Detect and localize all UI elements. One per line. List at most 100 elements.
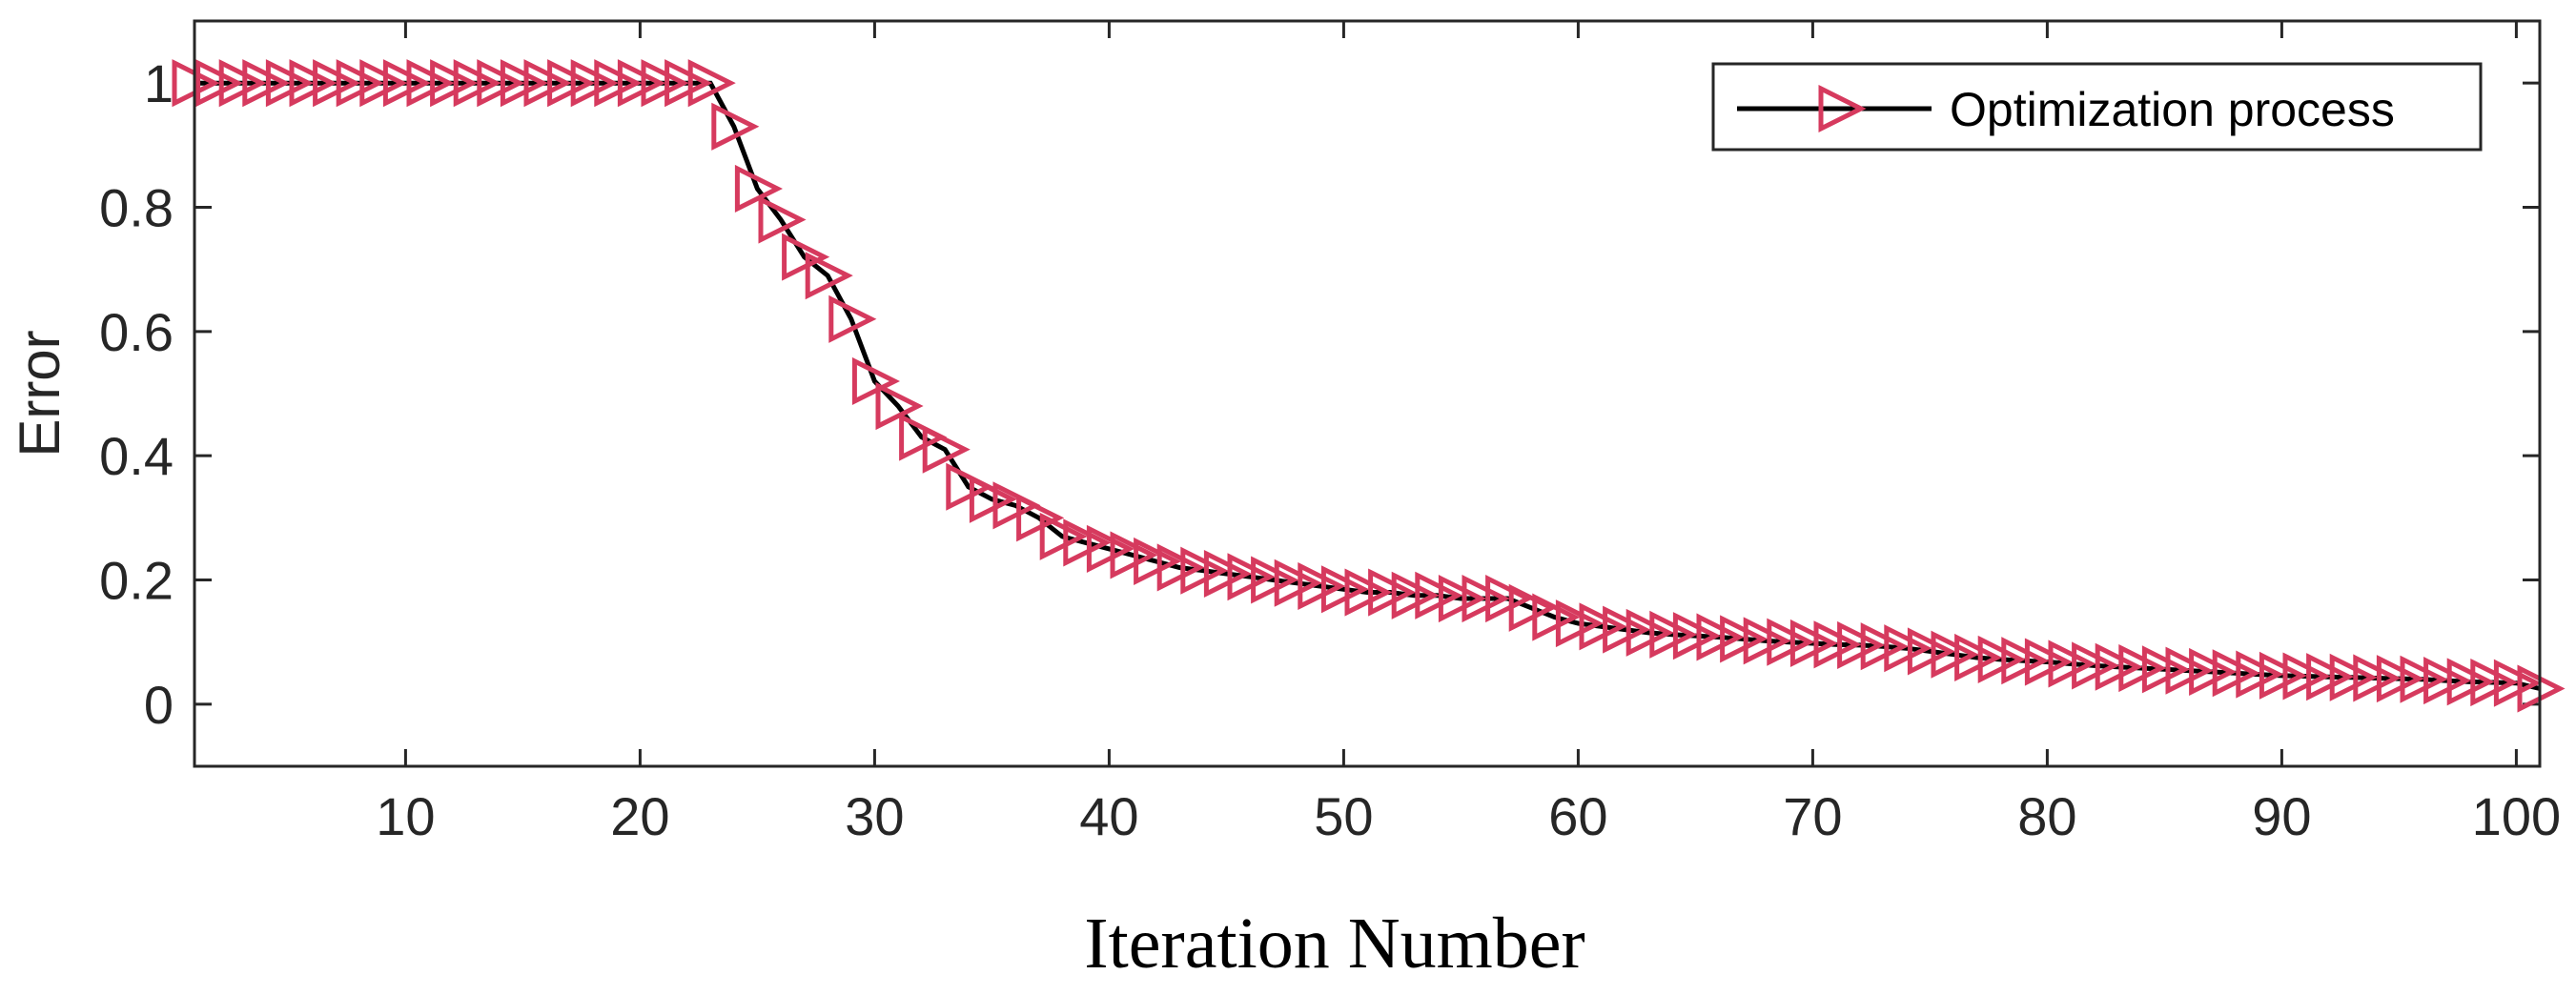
series-point bbox=[782, 233, 830, 281]
series-point bbox=[1086, 524, 1135, 573]
series-point bbox=[1438, 575, 1486, 623]
series-point bbox=[1977, 635, 2026, 683]
series-point bbox=[734, 164, 783, 213]
series-point bbox=[711, 102, 760, 151]
y-tick-label: 0.6 bbox=[99, 302, 174, 362]
series-point bbox=[453, 59, 501, 108]
series-point bbox=[1649, 610, 1698, 659]
series-point bbox=[2423, 657, 2472, 705]
series-point bbox=[594, 59, 643, 108]
series-point bbox=[2470, 658, 2519, 707]
plot-frame bbox=[193, 19, 2542, 768]
series-point bbox=[687, 59, 736, 108]
series-point bbox=[1954, 633, 2003, 682]
series-point bbox=[1860, 622, 1909, 671]
series-point bbox=[2001, 637, 2050, 685]
series-point bbox=[1555, 599, 1604, 648]
y-tick-label: 0.8 bbox=[99, 178, 174, 238]
y-tick-label: 0.4 bbox=[99, 426, 174, 486]
series-point bbox=[1625, 608, 1674, 657]
series-point bbox=[1298, 561, 1346, 611]
series-point bbox=[758, 195, 807, 244]
series-point bbox=[265, 59, 314, 108]
series-point bbox=[2329, 653, 2378, 701]
series-point bbox=[218, 59, 267, 108]
x-tick-label: 20 bbox=[610, 786, 669, 846]
series-point bbox=[1813, 620, 1862, 669]
series-point bbox=[2446, 658, 2495, 706]
legend-marker-sample bbox=[1818, 84, 1867, 133]
series-point bbox=[2141, 645, 2190, 694]
legend: Optimization process bbox=[1711, 62, 2483, 152]
series-point bbox=[899, 413, 948, 461]
series-point bbox=[313, 59, 361, 108]
series-point bbox=[1603, 605, 1651, 654]
series-point bbox=[1016, 494, 1065, 542]
series-point bbox=[477, 59, 525, 108]
series-point bbox=[1884, 624, 1932, 673]
series-point bbox=[2095, 642, 2143, 691]
series-point bbox=[641, 59, 689, 108]
series-point bbox=[1508, 583, 1557, 632]
series-point bbox=[1368, 568, 1417, 617]
series-point bbox=[2282, 652, 2331, 701]
series-point bbox=[547, 59, 596, 108]
series-point bbox=[2165, 646, 2214, 695]
series-point bbox=[2118, 643, 2167, 693]
legend-label: Optimization process bbox=[1950, 83, 2395, 136]
series-point bbox=[1789, 619, 1838, 668]
series-point bbox=[1720, 615, 1768, 663]
series-point bbox=[1837, 620, 1886, 669]
series-point bbox=[664, 59, 713, 108]
series-markers bbox=[172, 59, 2566, 713]
series-point bbox=[1274, 558, 1322, 607]
series-point bbox=[2306, 653, 2355, 701]
series-point bbox=[2236, 650, 2284, 699]
series-point bbox=[382, 59, 431, 108]
series-point bbox=[2189, 647, 2238, 696]
x-tick-label: 70 bbox=[1783, 786, 1842, 846]
series-point bbox=[2400, 655, 2448, 703]
series-point bbox=[430, 59, 479, 108]
series-point bbox=[828, 294, 877, 343]
series-point bbox=[1227, 553, 1276, 601]
series-point bbox=[1672, 612, 1721, 660]
series-point bbox=[2493, 659, 2542, 707]
series-point bbox=[617, 59, 665, 108]
series-point bbox=[1532, 593, 1581, 641]
series-point bbox=[1931, 630, 1979, 679]
series-point bbox=[969, 475, 1017, 523]
series-point bbox=[1134, 537, 1182, 585]
x-tick-label: 60 bbox=[1548, 786, 1607, 846]
series-point bbox=[336, 59, 384, 108]
series-point bbox=[1391, 571, 1440, 619]
series-point bbox=[992, 481, 1041, 530]
series-point bbox=[946, 462, 994, 511]
y-tick-label: 0 bbox=[144, 675, 174, 735]
tick-labels: 10 20 30 40 50 60 70 80 90 100 0 0.2 0.4 0.6 0.8 1 bbox=[99, 53, 2561, 846]
series-point bbox=[1110, 531, 1158, 579]
x-tick-label: 100 bbox=[2472, 786, 2561, 846]
series-point bbox=[1344, 568, 1393, 617]
x-tick-label: 30 bbox=[845, 786, 904, 846]
series-point bbox=[1579, 602, 1627, 651]
series-point bbox=[875, 381, 924, 431]
series-point bbox=[1767, 618, 1815, 666]
series-point bbox=[2048, 640, 2096, 688]
series-point bbox=[2072, 641, 2120, 690]
series-point bbox=[523, 59, 572, 108]
series-point bbox=[1462, 575, 1510, 623]
series-point bbox=[242, 59, 291, 108]
x-tick-label: 10 bbox=[376, 786, 435, 846]
series-point bbox=[500, 59, 548, 108]
series-point bbox=[1203, 549, 1252, 599]
x-tick-label: 50 bbox=[1314, 786, 1373, 846]
series-point bbox=[2353, 654, 2402, 702]
series-point bbox=[570, 59, 619, 108]
series-point bbox=[195, 59, 244, 108]
series-point bbox=[2259, 651, 2307, 700]
series-point bbox=[1743, 617, 1791, 665]
series-point bbox=[1415, 571, 1463, 619]
series-point bbox=[1180, 546, 1229, 595]
